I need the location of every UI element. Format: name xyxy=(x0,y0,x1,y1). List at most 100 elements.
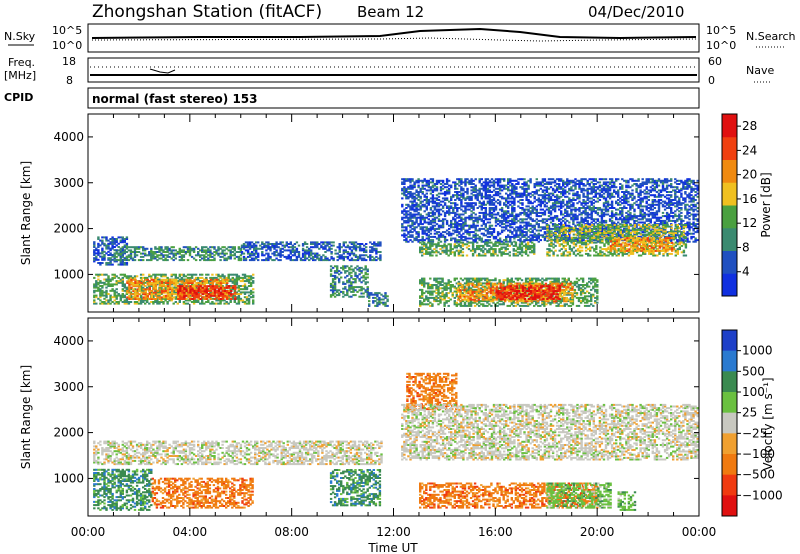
data-cell xyxy=(450,226,453,229)
data-cell xyxy=(146,254,149,257)
data-cell xyxy=(125,247,129,250)
data-cell xyxy=(594,200,597,203)
data-cell xyxy=(176,251,179,253)
data-cell xyxy=(537,184,540,187)
data-cell xyxy=(231,288,234,291)
data-cell xyxy=(348,246,352,249)
data-cell xyxy=(354,286,357,289)
data-cell xyxy=(243,296,247,299)
data-cell xyxy=(227,273,230,276)
data-cell xyxy=(572,219,575,222)
data-cell xyxy=(425,202,428,205)
data-cell xyxy=(533,234,536,237)
data-cell xyxy=(572,221,575,224)
data-cell xyxy=(433,224,437,227)
data-cell xyxy=(189,296,192,299)
data-cell xyxy=(233,278,236,281)
data-cell xyxy=(551,181,555,184)
data-cell xyxy=(160,280,164,283)
data-cell xyxy=(435,223,439,226)
data-cell xyxy=(273,243,276,245)
data-cell xyxy=(558,205,561,208)
data-cell xyxy=(156,283,159,286)
data-cell xyxy=(328,249,331,252)
data-cell xyxy=(213,251,216,253)
data-cell xyxy=(249,278,253,281)
data-cell xyxy=(478,218,481,221)
data-cell xyxy=(301,243,305,245)
data-cell xyxy=(138,298,141,300)
data-cell xyxy=(464,223,467,226)
data-cell xyxy=(97,275,100,278)
data-cell xyxy=(352,268,355,271)
data-cell xyxy=(521,183,524,185)
data-cell xyxy=(568,192,571,195)
data-cell xyxy=(158,281,161,284)
data-cell xyxy=(458,232,461,235)
data-cell xyxy=(138,293,141,296)
data-cell xyxy=(364,266,367,269)
data-cell xyxy=(348,287,351,290)
data-cell xyxy=(505,200,508,203)
data-cell xyxy=(413,199,416,201)
data-cell xyxy=(99,289,102,292)
data-cell xyxy=(255,247,258,250)
data-cell xyxy=(425,234,428,237)
data-cell xyxy=(123,296,126,299)
data-cell xyxy=(111,247,114,250)
data-cell xyxy=(336,255,339,258)
data-cell xyxy=(374,293,377,296)
data-cell xyxy=(464,219,467,222)
data-cell xyxy=(529,223,532,226)
data-cell xyxy=(445,219,449,222)
data-cell xyxy=(221,249,224,252)
data-cell xyxy=(95,255,98,258)
data-cell xyxy=(103,258,106,261)
data-cell xyxy=(472,189,475,192)
data-cell xyxy=(498,239,502,242)
data-cell xyxy=(328,246,331,249)
data-cell xyxy=(252,299,255,302)
data-cell xyxy=(132,283,135,286)
data-cell xyxy=(178,251,181,253)
data-cell xyxy=(316,255,319,258)
data-cell xyxy=(185,294,188,297)
data-cell xyxy=(458,184,461,187)
data-cell xyxy=(464,229,467,232)
data-cell xyxy=(99,288,102,291)
data-cell xyxy=(117,281,120,284)
data-cell xyxy=(604,183,608,185)
data-cell xyxy=(443,235,447,238)
data-cell xyxy=(136,291,139,294)
data-cell xyxy=(429,215,433,218)
data-cell xyxy=(172,255,175,258)
data-cell xyxy=(340,290,343,293)
data-cell xyxy=(464,191,467,193)
data-cell xyxy=(113,255,116,258)
data-cell xyxy=(539,219,542,222)
data-cell xyxy=(226,293,229,296)
data-cell xyxy=(507,235,510,238)
data-cell xyxy=(129,291,133,294)
data-cell xyxy=(142,246,145,249)
data-cell xyxy=(250,244,254,247)
data-cell xyxy=(123,275,126,278)
data-cell xyxy=(231,281,234,284)
data-cell xyxy=(144,278,147,281)
data-cell xyxy=(553,181,557,184)
data-cell xyxy=(472,224,475,227)
data-cell xyxy=(362,292,365,295)
data-cell xyxy=(535,192,538,195)
data-cell xyxy=(480,194,483,197)
data-cell xyxy=(326,249,329,252)
data-cell xyxy=(617,194,620,197)
data-cell xyxy=(129,246,133,249)
data-cell xyxy=(560,223,563,226)
data-cell xyxy=(403,186,406,189)
data-cell xyxy=(201,297,204,300)
data-cell xyxy=(521,218,524,221)
data-cell xyxy=(166,247,169,250)
data-cell xyxy=(348,268,351,271)
data-cell xyxy=(187,283,190,286)
data-cell xyxy=(476,219,479,222)
